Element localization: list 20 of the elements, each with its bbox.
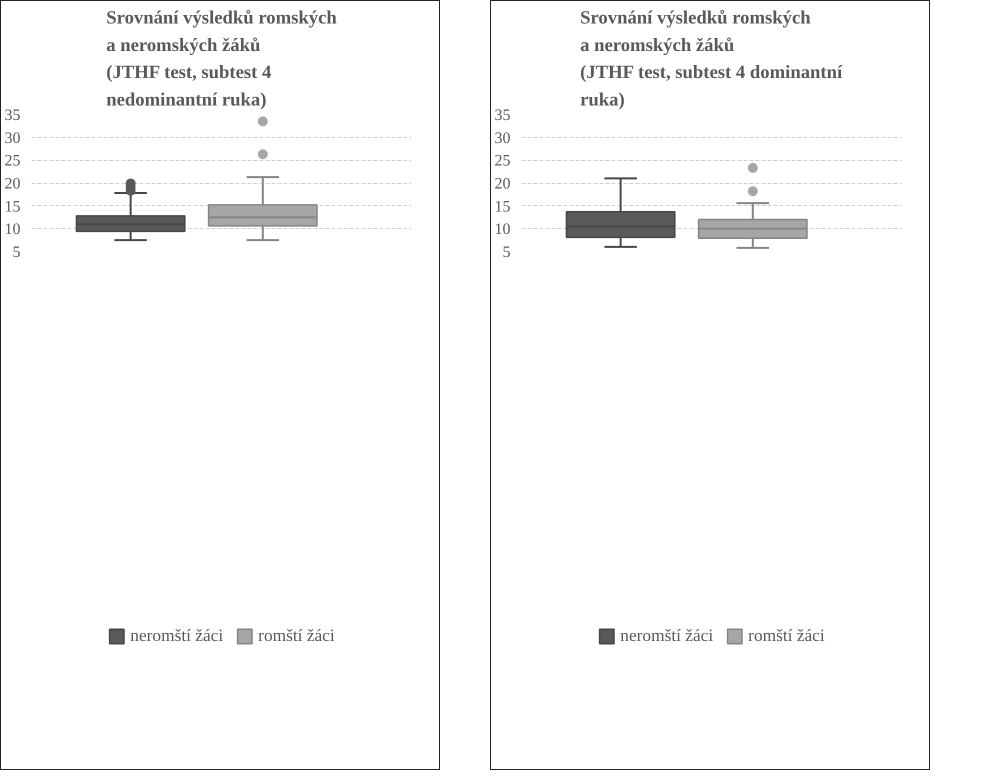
y-tick-label: 15 — [494, 198, 510, 216]
y-tick-label: 20 — [494, 176, 510, 192]
y-tick-label: 20 — [4, 176, 20, 192]
y-tick-label: 10 — [494, 221, 510, 238]
legend-label: neromští žáci — [130, 626, 224, 646]
y-tick-label: 35 — [4, 107, 20, 124]
y-tick-label: 25 — [494, 152, 510, 170]
legend-label: romští žáci — [748, 626, 825, 646]
chart-title: Srovnání výsledků romských a neromských žáků (JTHF test, subtest 4 nedominantní ruka) — [106, 8, 338, 110]
y-tick-label: 25 — [4, 152, 20, 170]
legend-label: neromští žáci — [620, 626, 714, 646]
y-tick-label: 10 — [4, 221, 20, 238]
legend-label: romští žáci — [258, 626, 335, 646]
y-tick-label: 15 — [4, 198, 20, 216]
y-tick-label: 5 — [12, 244, 20, 261]
chart-title: Srovnání výsledků romských a neromských žáků (JTHF test, subtest 4 dominantní ruka) — [580, 8, 844, 110]
y-tick-label: 5 — [502, 244, 510, 261]
y-tick-label: 30 — [4, 130, 20, 147]
y-tick-label: 35 — [494, 107, 510, 124]
y-tick-label: 30 — [494, 130, 510, 147]
